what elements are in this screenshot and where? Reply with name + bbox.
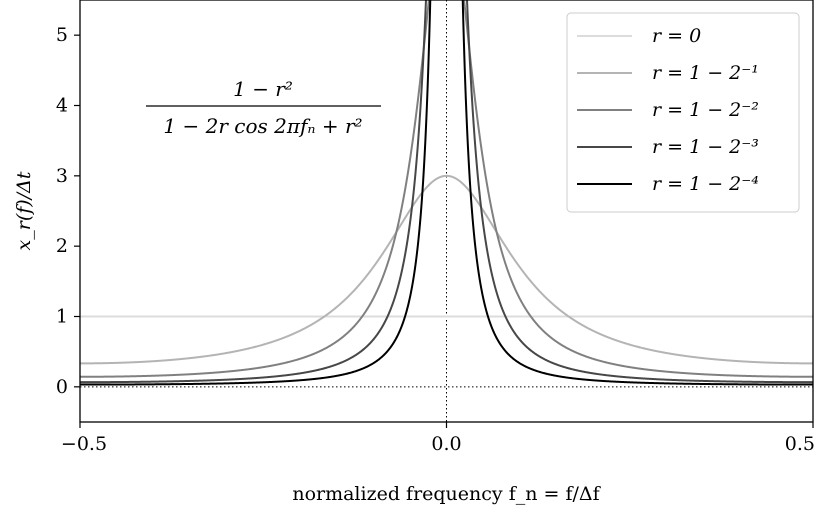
x-axis-ticks: −0.5 0.0 0.5 [61, 422, 815, 455]
y-tick-label: 0 [56, 376, 68, 398]
y-tick-label: 3 [56, 165, 68, 187]
formula-denominator: 1 − 2r cos 2πfₙ + r² [163, 114, 362, 138]
y-tick-label: 2 [56, 235, 68, 257]
y-axis-ticks: 0 1 2 3 4 5 [56, 24, 80, 398]
legend-label-4: r = 1 − 2⁻⁴ [652, 173, 759, 195]
legend-box [566, 12, 800, 213]
x-tick-label: 0.0 [431, 433, 461, 455]
formula-annotation: 1 − r² 1 − 2r cos 2πfₙ + r² [146, 77, 381, 138]
series-line-2 [80, 0, 813, 378]
y-tick-label: 1 [56, 306, 68, 328]
series-line-3 [80, 0, 813, 384]
y-tick-label: 4 [56, 95, 68, 117]
x-axis-label: normalized frequency f_n = f/Δf [292, 483, 601, 505]
x-tick-label: −0.5 [61, 433, 107, 455]
legend-label-2: r = 1 − 2⁻² [652, 99, 759, 121]
legend-label-1: r = 1 − 2⁻¹ [652, 62, 759, 84]
y-axis-label: x_r(f)/Δt [13, 171, 35, 250]
legend-label-3: r = 1 − 2⁻³ [652, 136, 759, 158]
legend-label-0: r = 0 [652, 25, 701, 47]
series-line-1 [80, 174, 813, 365]
series-group [80, 0, 813, 386]
x-tick-label: 0.5 [785, 433, 815, 455]
series-line-4 [80, 0, 813, 386]
legend: r = 0 r = 1 − 2⁻¹ r = 1 − 2⁻² r = 1 − 2⁻³ r … [566, 12, 800, 213]
y-tick-label: 5 [56, 24, 68, 46]
formula-numerator: 1 − r² [233, 77, 293, 101]
